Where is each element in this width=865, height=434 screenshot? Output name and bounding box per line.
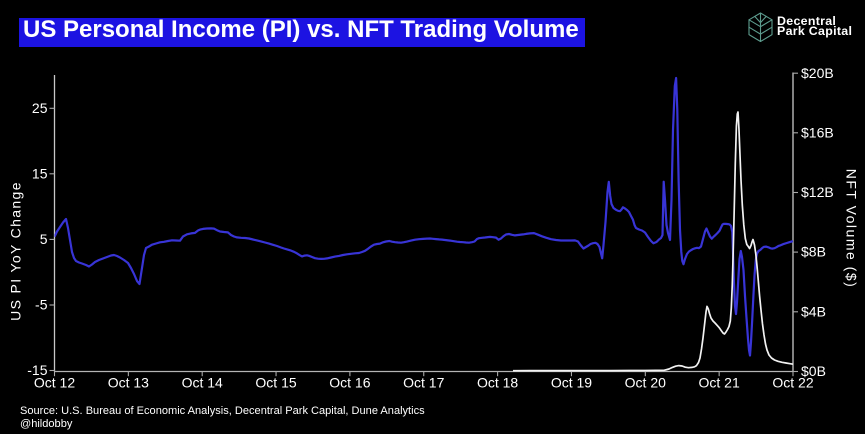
svg-text:Oct 13: Oct 13 [108, 375, 149, 391]
svg-text:NFT Volume ($): NFT Volume ($) [844, 169, 860, 289]
svg-text:-15: -15 [27, 362, 47, 378]
svg-text:Oct 20: Oct 20 [625, 375, 666, 391]
svg-text:US PI YoY Change: US PI YoY Change [8, 181, 24, 321]
svg-text:Oct 17: Oct 17 [403, 375, 444, 391]
svg-text:Oct 12: Oct 12 [34, 375, 75, 391]
svg-text:-5: -5 [35, 297, 48, 313]
svg-text:$8B: $8B [801, 244, 826, 260]
svg-text:$12B: $12B [801, 184, 834, 200]
svg-text:25: 25 [32, 100, 48, 116]
svg-text:Oct 14: Oct 14 [182, 375, 223, 391]
svg-text:Oct 22: Oct 22 [772, 375, 813, 391]
svg-text:15: 15 [32, 165, 48, 181]
svg-text:Oct 18: Oct 18 [477, 375, 518, 391]
svg-text:Oct 16: Oct 16 [329, 375, 370, 391]
svg-text:Oct 21: Oct 21 [699, 375, 740, 391]
svg-text:Oct 15: Oct 15 [255, 375, 296, 391]
svg-text:5: 5 [40, 231, 48, 247]
svg-text:$20B: $20B [801, 65, 834, 81]
svg-text:$4B: $4B [801, 303, 826, 319]
svg-text:$16B: $16B [801, 124, 834, 140]
svg-text:$0B: $0B [801, 363, 826, 379]
svg-text:Oct 19: Oct 19 [551, 375, 592, 391]
